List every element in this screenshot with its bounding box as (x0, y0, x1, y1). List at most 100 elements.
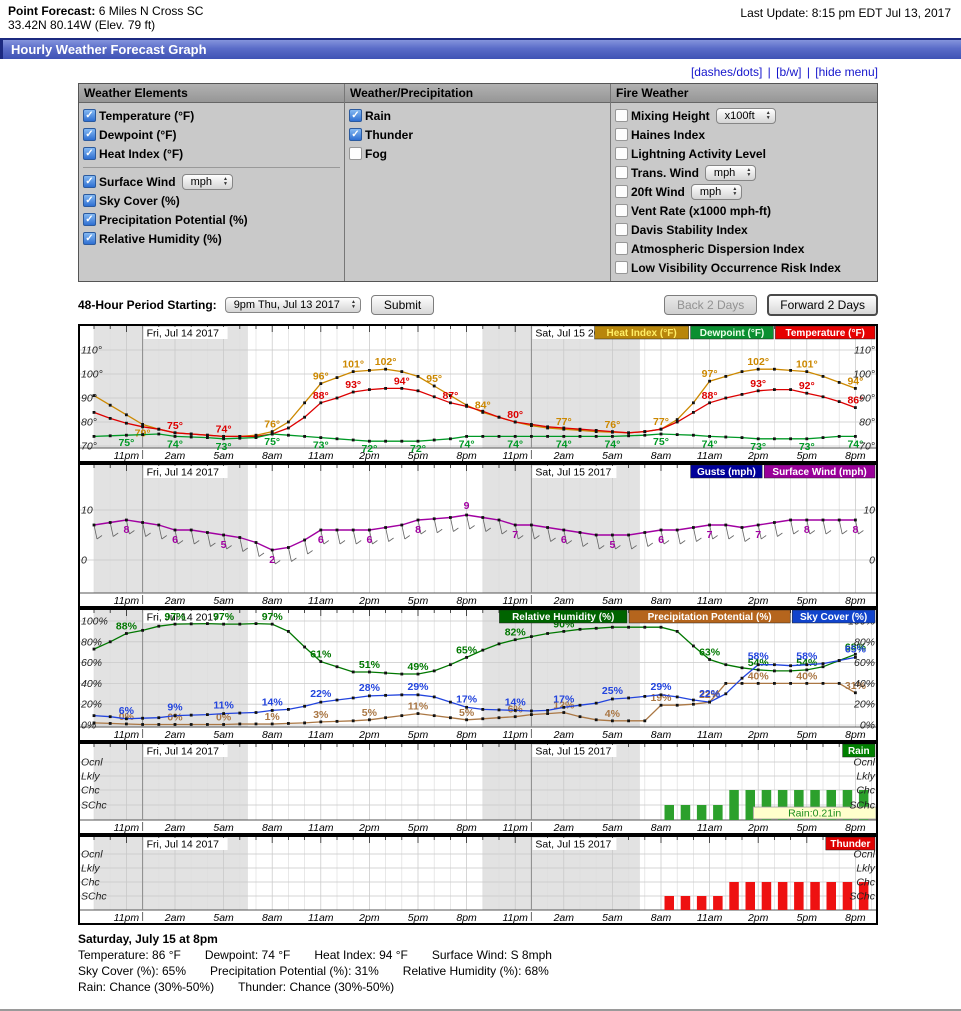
view-link-hide-menu[interactable]: [hide menu] (815, 65, 878, 79)
svg-text:11am: 11am (308, 450, 334, 462)
svg-text:10: 10 (863, 505, 875, 517)
svg-text:11am: 11am (697, 450, 723, 462)
svg-text:2: 2 (269, 554, 275, 566)
surface-wind-checkbox[interactable]: ✓ (83, 175, 96, 188)
svg-text:Precipitation Potential (%): Precipitation Potential (%) (648, 612, 772, 623)
svg-text:5am: 5am (213, 450, 234, 462)
link-separator: | (803, 65, 814, 79)
surface-wind-unit-select[interactable]: mph (181, 173, 233, 190)
svg-text:5pm: 5pm (408, 729, 429, 741)
svg-text:8pm: 8pm (845, 729, 866, 741)
vent-rate-x1000-mph-ft-checkbox[interactable] (615, 204, 628, 217)
mixing-height-checkbox[interactable] (615, 109, 628, 122)
svg-text:6: 6 (366, 534, 372, 546)
svg-text:Gusts (mph): Gusts (mph) (697, 467, 756, 478)
back-2-days-button[interactable]: Back 2 Days (663, 295, 758, 315)
svg-text:6: 6 (658, 534, 664, 546)
davis-stability-index-checkbox[interactable] (615, 223, 628, 236)
view-link-b-w[interactable]: [b/w] (776, 65, 802, 79)
svg-text:Rain:0.21in: Rain:0.21in (788, 808, 841, 820)
svg-text:110°: 110° (81, 345, 102, 357)
svg-text:96°: 96° (313, 371, 329, 383)
temperature-f-checkbox[interactable]: ✓ (83, 109, 96, 122)
svg-text:Fri, Jul 14 2017: Fri, Jul 14 2017 (147, 467, 220, 479)
lightning-activity-level-checkbox[interactable] (615, 147, 628, 160)
svg-text:2pm: 2pm (358, 912, 380, 924)
mixing-height-unit-select[interactable]: x100ft (715, 107, 776, 124)
menu-item-mixing-height: Mixing Height x100ft (615, 106, 875, 125)
svg-text:2pm: 2pm (747, 912, 769, 924)
20ft-wind-unit-select[interactable]: mph (690, 183, 743, 200)
svg-text:17%: 17% (553, 693, 575, 705)
svg-text:74°: 74° (847, 438, 863, 450)
point-forecast-value: 6 Miles N Cross SC (98, 4, 204, 18)
rain-checkbox[interactable]: ✓ (349, 109, 362, 122)
trans-wind-unit-select[interactable]: mph (704, 164, 757, 181)
period-select-value: 9pm Thu, Jul 13 2017 (233, 299, 340, 311)
legend-temperature-f: Temperature (°F) (775, 325, 876, 340)
link-separator: | (764, 65, 775, 79)
menu-column-fire-weather: Fire Weather Mixing Height x100ft Haines In… (611, 84, 877, 281)
svg-text:Sat, Jul 15 2017: Sat, Jul 15 2017 (535, 839, 611, 851)
svg-text:5am: 5am (602, 450, 623, 462)
svg-text:102°: 102° (375, 356, 397, 368)
atmospheric-dispersion-index-checkbox[interactable] (615, 242, 628, 255)
chart-rain[interactable]: Fri, Jul 14 2017 Sat, Jul 15 2017 Rain:0.2… (78, 742, 878, 835)
svg-text:51%: 51% (359, 659, 381, 671)
period-select[interactable]: 9pm Thu, Jul 13 2017 (224, 297, 361, 313)
view-link-dashes-dots[interactable]: [dashes/dots] (690, 65, 763, 79)
heat-index-f-checkbox[interactable]: ✓ (83, 147, 96, 160)
svg-text:11am: 11am (308, 595, 334, 607)
menu-item-haines-index: Haines Index (615, 125, 875, 144)
svg-text:Lkly: Lkly (81, 771, 100, 783)
svg-text:Ocnl: Ocnl (81, 849, 103, 861)
svg-text:11am: 11am (697, 822, 723, 834)
haines-index-checkbox[interactable] (615, 128, 628, 141)
chart-wind[interactable]: Fri, Jul 14 2017 Sat, Jul 15 2017 8 6 5 2 6 6 8 9… (78, 463, 878, 608)
20ft-wind-checkbox[interactable] (615, 185, 628, 198)
svg-text:Relative Humidity (%): Relative Humidity (%) (512, 612, 614, 623)
svg-text:2pm: 2pm (358, 450, 380, 462)
relative-humidity-checkbox[interactable]: ✓ (83, 232, 96, 245)
svg-text:8: 8 (415, 524, 421, 536)
svg-text:8pm: 8pm (456, 595, 477, 607)
dewpoint-f-checkbox[interactable]: ✓ (83, 128, 96, 141)
svg-text:5am: 5am (213, 912, 234, 924)
summary-item-surface-wind: Surface Wind: S 8mph (431, 948, 552, 962)
menu-header-weather-precipitation: Weather/Precipitation (345, 84, 610, 103)
svg-text:97°: 97° (702, 368, 718, 380)
svg-text:2pm: 2pm (747, 729, 769, 741)
svg-text:SChc: SChc (81, 891, 107, 903)
svg-text:5am: 5am (213, 595, 234, 607)
svg-text:8am: 8am (262, 729, 283, 741)
svg-text:8pm: 8pm (456, 822, 477, 834)
fog-checkbox[interactable] (349, 147, 362, 160)
menu-item-label: Heat Index (°F) (99, 146, 184, 161)
submit-button[interactable]: Submit (370, 295, 435, 315)
menu-body: ✓ Temperature (°F) ✓ Dewpoint (°F) ✓ Heat Ind… (79, 103, 344, 281)
svg-text:40%: 40% (81, 678, 102, 690)
svg-text:2pm: 2pm (358, 595, 380, 607)
svg-text:101°: 101° (796, 359, 818, 371)
svg-text:11pm: 11pm (502, 595, 528, 607)
low-visibility-occurrence-risk-index-checkbox[interactable] (615, 261, 628, 274)
svg-text:88%: 88% (116, 620, 138, 632)
trans-wind-checkbox[interactable] (615, 166, 628, 179)
sky-cover-checkbox[interactable]: ✓ (83, 194, 96, 207)
thunder-checkbox[interactable]: ✓ (349, 128, 362, 141)
forward-2-days-button[interactable]: Forward 2 Days (767, 294, 878, 316)
svg-text:82%: 82% (505, 627, 527, 639)
series-dewpoint: 75° 74° 73° 75° 73° 72° 72° 74° 74° 74° 74° 75° 74° 7… (92, 432, 863, 455)
summary-item-heat-index: Heat Index: 94 °F (314, 948, 408, 962)
precipitation-potential-checkbox[interactable]: ✓ (83, 213, 96, 226)
svg-text:8pm: 8pm (845, 912, 866, 924)
svg-text:74°: 74° (507, 438, 523, 450)
menu-column-weather-precipitation: Weather/Precipitation ✓ Rain ✓ Thunder Fog (345, 84, 611, 281)
select-value: mph (699, 185, 722, 198)
svg-text:Ocnl: Ocnl (853, 757, 875, 769)
svg-text:74°: 74° (604, 438, 620, 450)
chart-thunder[interactable]: Fri, Jul 14 2017 Sat, Jul 15 2017 Ocnl Ocnl… (78, 835, 878, 925)
svg-text:77°: 77° (653, 416, 669, 428)
